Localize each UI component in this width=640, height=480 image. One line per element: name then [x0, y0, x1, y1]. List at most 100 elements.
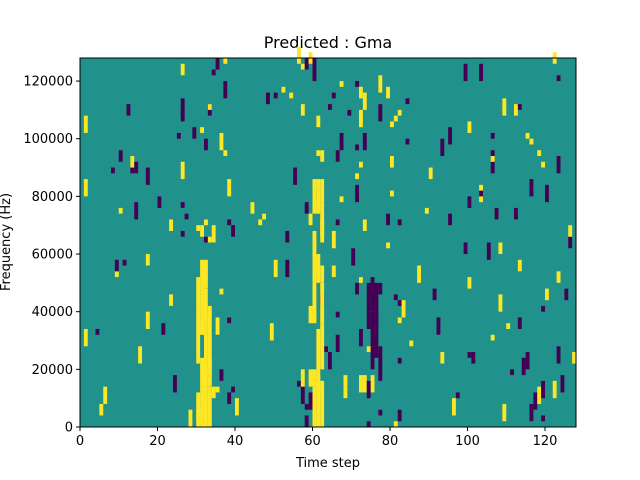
heatmap-cell [490, 156, 495, 162]
heatmap-plot-area [79, 46, 577, 428]
heatmap-cell [436, 317, 441, 335]
heatmap-cell [316, 179, 321, 191]
heatmap-cell [196, 392, 201, 427]
heatmap-cell [362, 92, 367, 110]
x-tick-label: 100 [455, 434, 480, 449]
heatmap-cell [370, 311, 375, 347]
x-tick-label: 20 [149, 434, 166, 449]
heatmap-cell [204, 138, 208, 151]
heatmap-cell [207, 305, 212, 353]
heatmap-cell [405, 138, 410, 145]
heatmap-cell [320, 150, 325, 162]
chart-title: Predicted : Gma [264, 33, 392, 52]
heatmap-cell [269, 323, 274, 341]
heatmap-cell [335, 311, 340, 318]
heatmap-cell [180, 161, 185, 180]
heatmap-cell [118, 150, 123, 162]
heatmap-cell [339, 196, 344, 203]
heatmap-cell [114, 271, 119, 278]
heatmap-cell [463, 242, 468, 255]
heatmap-cell [312, 403, 317, 427]
heatmap-cell [219, 288, 224, 295]
heatmap-cell [537, 150, 542, 157]
heatmap-cell [207, 104, 212, 110]
heatmap-cell [378, 282, 383, 295]
heatmap-cell [514, 104, 518, 116]
heatmap-cell [397, 219, 402, 226]
heatmap-cell [173, 375, 177, 393]
heatmap-cell [556, 346, 561, 364]
heatmap-cell [273, 259, 278, 278]
heatmap-cell [219, 132, 224, 151]
heatmap-cell [448, 213, 452, 226]
heatmap-cell [215, 317, 220, 335]
heatmap-cell [359, 277, 363, 283]
heatmap-cell [479, 63, 483, 82]
heatmap-cell [393, 294, 398, 301]
heatmap-cell [541, 161, 545, 168]
heatmap-cell [227, 219, 232, 226]
heatmap-cell [293, 167, 297, 185]
heatmap-cell [572, 352, 576, 364]
heatmap-cell [390, 156, 394, 168]
heatmap-cell [223, 150, 228, 157]
heatmap-cell [467, 352, 472, 358]
heatmap-cell [502, 98, 507, 116]
heatmap-cell [490, 161, 495, 174]
heatmap-cell [409, 340, 414, 347]
heatmap-cell [285, 230, 290, 243]
heatmap-cell [355, 173, 359, 180]
heatmap-cell [343, 386, 348, 399]
heatmap-cell [386, 213, 390, 226]
heatmap-cell [401, 300, 406, 318]
heatmap-cell [231, 386, 235, 393]
heatmap-cell [335, 150, 340, 162]
heatmap-cell [514, 207, 518, 220]
heatmap-cell [564, 288, 569, 301]
heatmap-cell [502, 403, 507, 422]
heatmap-cell [517, 104, 522, 110]
heatmap-cell [83, 179, 88, 197]
heatmap-cell [312, 386, 317, 404]
heatmap-cell [304, 415, 309, 427]
heatmap-cell [506, 323, 511, 329]
heatmap-cell [196, 305, 201, 353]
heatmap-cell [432, 288, 437, 301]
x-tick-label: 0 [76, 434, 84, 449]
heatmap-cell [479, 190, 483, 197]
heatmap-cell [541, 415, 545, 422]
heatmap-cell [378, 346, 383, 381]
heatmap-cell [289, 92, 294, 99]
heatmap-cell [297, 380, 301, 387]
heatmap-cell [285, 259, 290, 278]
heatmap-cell [126, 104, 131, 116]
heatmap-cell [308, 213, 313, 226]
heatmap-cell [204, 363, 208, 393]
y-axis: 0 20000 40000 60000 80000 100000 120000 [23, 75, 80, 436]
heatmap-cell [180, 230, 185, 237]
heatmap-cell [498, 242, 503, 255]
heatmap-cell [130, 156, 135, 168]
heatmap-cell [316, 150, 321, 157]
heatmap-cell [200, 294, 204, 335]
heatmap-cell [355, 81, 359, 87]
heatmap-cell [370, 375, 375, 393]
heatmap-cell [366, 282, 371, 329]
heatmap-cell [320, 265, 325, 283]
heatmap-cell [347, 109, 352, 116]
heatmap-cell [331, 230, 336, 249]
heatmap-cell [304, 403, 309, 410]
heatmap-cell [130, 167, 135, 174]
heatmap-cell [312, 179, 317, 214]
heatmap-cell [273, 92, 278, 99]
heatmap-cell [316, 115, 321, 128]
heatmap-cell [545, 184, 549, 203]
heatmap-cell [490, 334, 495, 341]
heatmap-cell [386, 86, 390, 99]
heatmap-cell [211, 69, 216, 76]
heatmap-cell [486, 242, 491, 260]
heatmap-cell [184, 213, 189, 220]
heatmap-cell [510, 369, 514, 376]
heatmap-cell [355, 144, 359, 151]
